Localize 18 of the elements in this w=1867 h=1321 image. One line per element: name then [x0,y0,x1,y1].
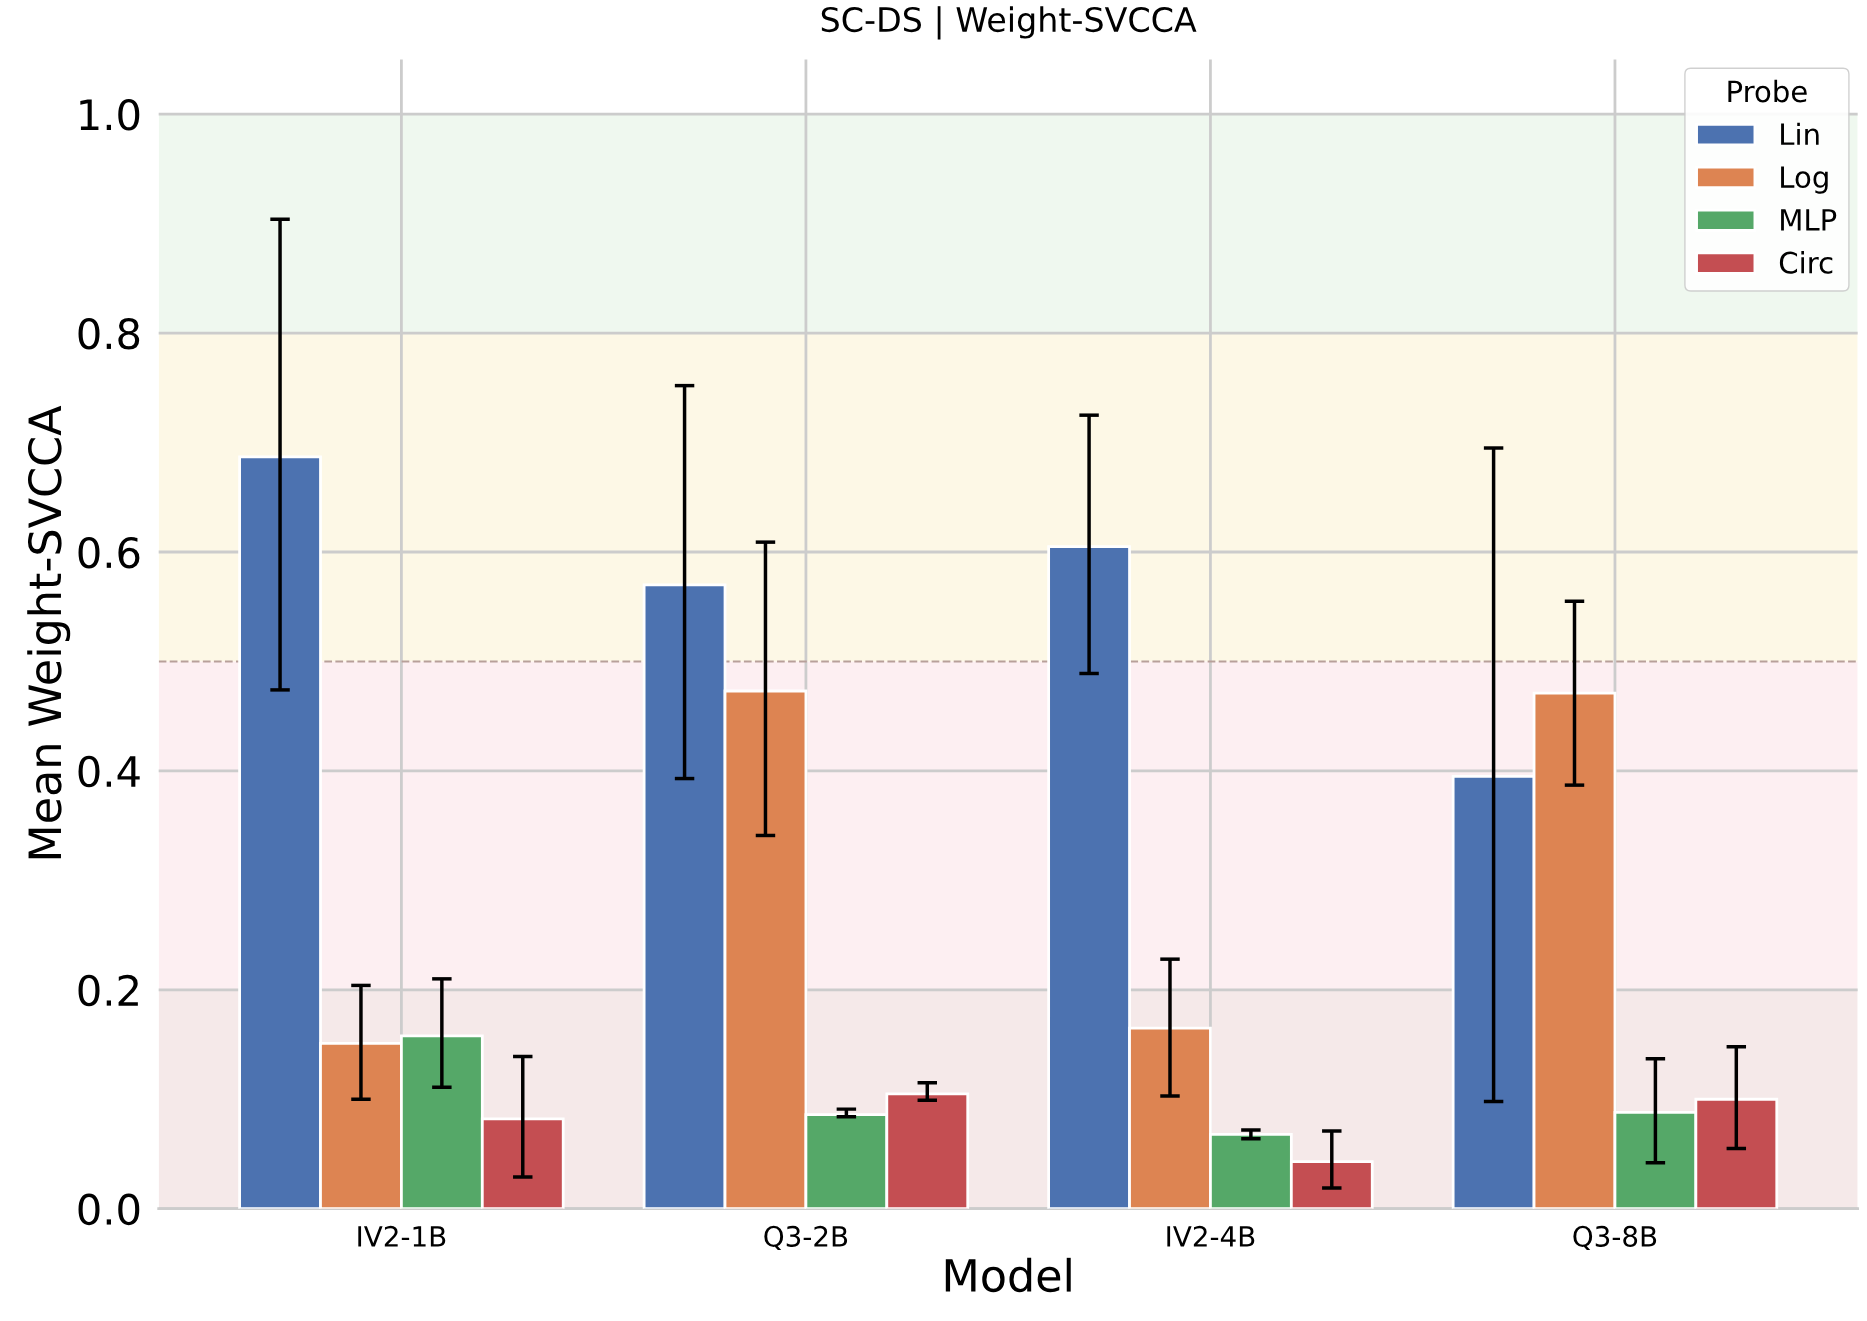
legend-label: Circ [1779,251,1833,274]
x-tick-label: Q3-2B [764,1225,848,1251]
x-tick-label: Q3-8B [1573,1225,1657,1251]
x-axis-title: Model [945,1257,1071,1293]
y-tick-label: 0.8 [78,317,140,350]
legend-label: Log [1781,166,1828,194]
y-tick-label: 0.4 [78,755,140,788]
legend-label: MLP [1781,209,1837,231]
chart-title: SC-DS | Weight-SVCCA [821,6,1197,40]
legend-label: Lin [1781,122,1819,145]
y-tick-label: 1.0 [80,99,140,131]
x-tick-label: IV2-4B [1167,1225,1255,1247]
x-tick-label: IV2-1B [358,1225,446,1247]
y-tick-label: 0.2 [78,974,138,1007]
y-tick-label: 0.6 [78,536,140,569]
legend-title: Probe [1728,79,1807,103]
y-tick-label: 0.0 [78,1193,140,1226]
y-axis-title: Mean Weight-SVCCA [27,405,71,859]
